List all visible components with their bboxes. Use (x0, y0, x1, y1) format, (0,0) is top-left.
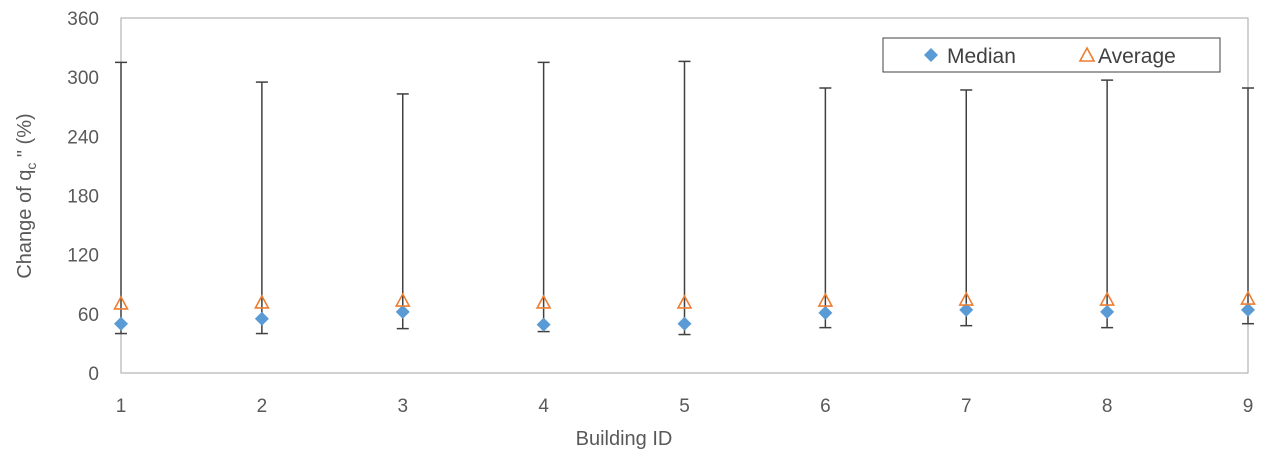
y-tick-label: 360 (67, 9, 99, 30)
x-tick-label: 3 (397, 396, 408, 417)
legend-median-label: Median (947, 45, 1016, 68)
data-markers (113, 290, 1256, 332)
y-tick-label: 240 (67, 127, 99, 148)
average-point (1099, 291, 1115, 306)
average-point (394, 292, 411, 307)
legend-median-marker (924, 48, 938, 62)
average-point (1240, 290, 1256, 305)
average-point (113, 295, 129, 310)
y-tick-label: 0 (88, 364, 99, 385)
x-axis: 1 2 3 4 5 6 7 8 9 (116, 396, 1254, 417)
y-tick-label: 180 (67, 187, 99, 208)
error-bars (115, 60, 1254, 336)
median-point (254, 311, 269, 326)
x-tick-label: 7 (961, 396, 972, 417)
median-point (1100, 304, 1115, 319)
median-point (677, 316, 692, 331)
median-point (1241, 302, 1255, 317)
average-point (535, 294, 552, 309)
legend-average-label: Average (1098, 45, 1176, 68)
average-point (254, 294, 270, 309)
x-tick-label: 1 (116, 396, 127, 417)
x-axis-title: Building ID (576, 428, 673, 450)
median-point (818, 305, 833, 320)
y-axis-title: Change of qc " (%) (14, 113, 39, 278)
x-tick-label: 4 (538, 396, 549, 417)
average-point (676, 294, 693, 309)
median-point (959, 302, 974, 317)
median-point (114, 316, 128, 331)
y-axis-title-suffix: " (%) (14, 113, 36, 162)
y-tick-label: 300 (67, 68, 99, 89)
average-point (958, 291, 975, 306)
y-axis-title-prefix: Change of q (14, 170, 36, 279)
y-axis: 0 60 120 180 240 300 360 (67, 9, 99, 385)
x-tick-label: 6 (820, 396, 831, 417)
x-tick-label: 2 (257, 396, 268, 417)
y-tick-label: 120 (67, 246, 99, 267)
legend-box (882, 37, 1221, 73)
median-point (395, 304, 410, 319)
x-tick-label: 5 (679, 396, 690, 417)
y-axis-title-subscript: c (23, 163, 39, 170)
legend-average-marker (1078, 46, 1096, 62)
x-tick-label: 9 (1243, 396, 1254, 417)
legend: Median Average (882, 37, 1221, 73)
median-point (536, 317, 551, 332)
y-tick-label: 60 (78, 305, 99, 326)
average-point (817, 292, 834, 307)
x-tick-label: 8 (1102, 396, 1113, 417)
